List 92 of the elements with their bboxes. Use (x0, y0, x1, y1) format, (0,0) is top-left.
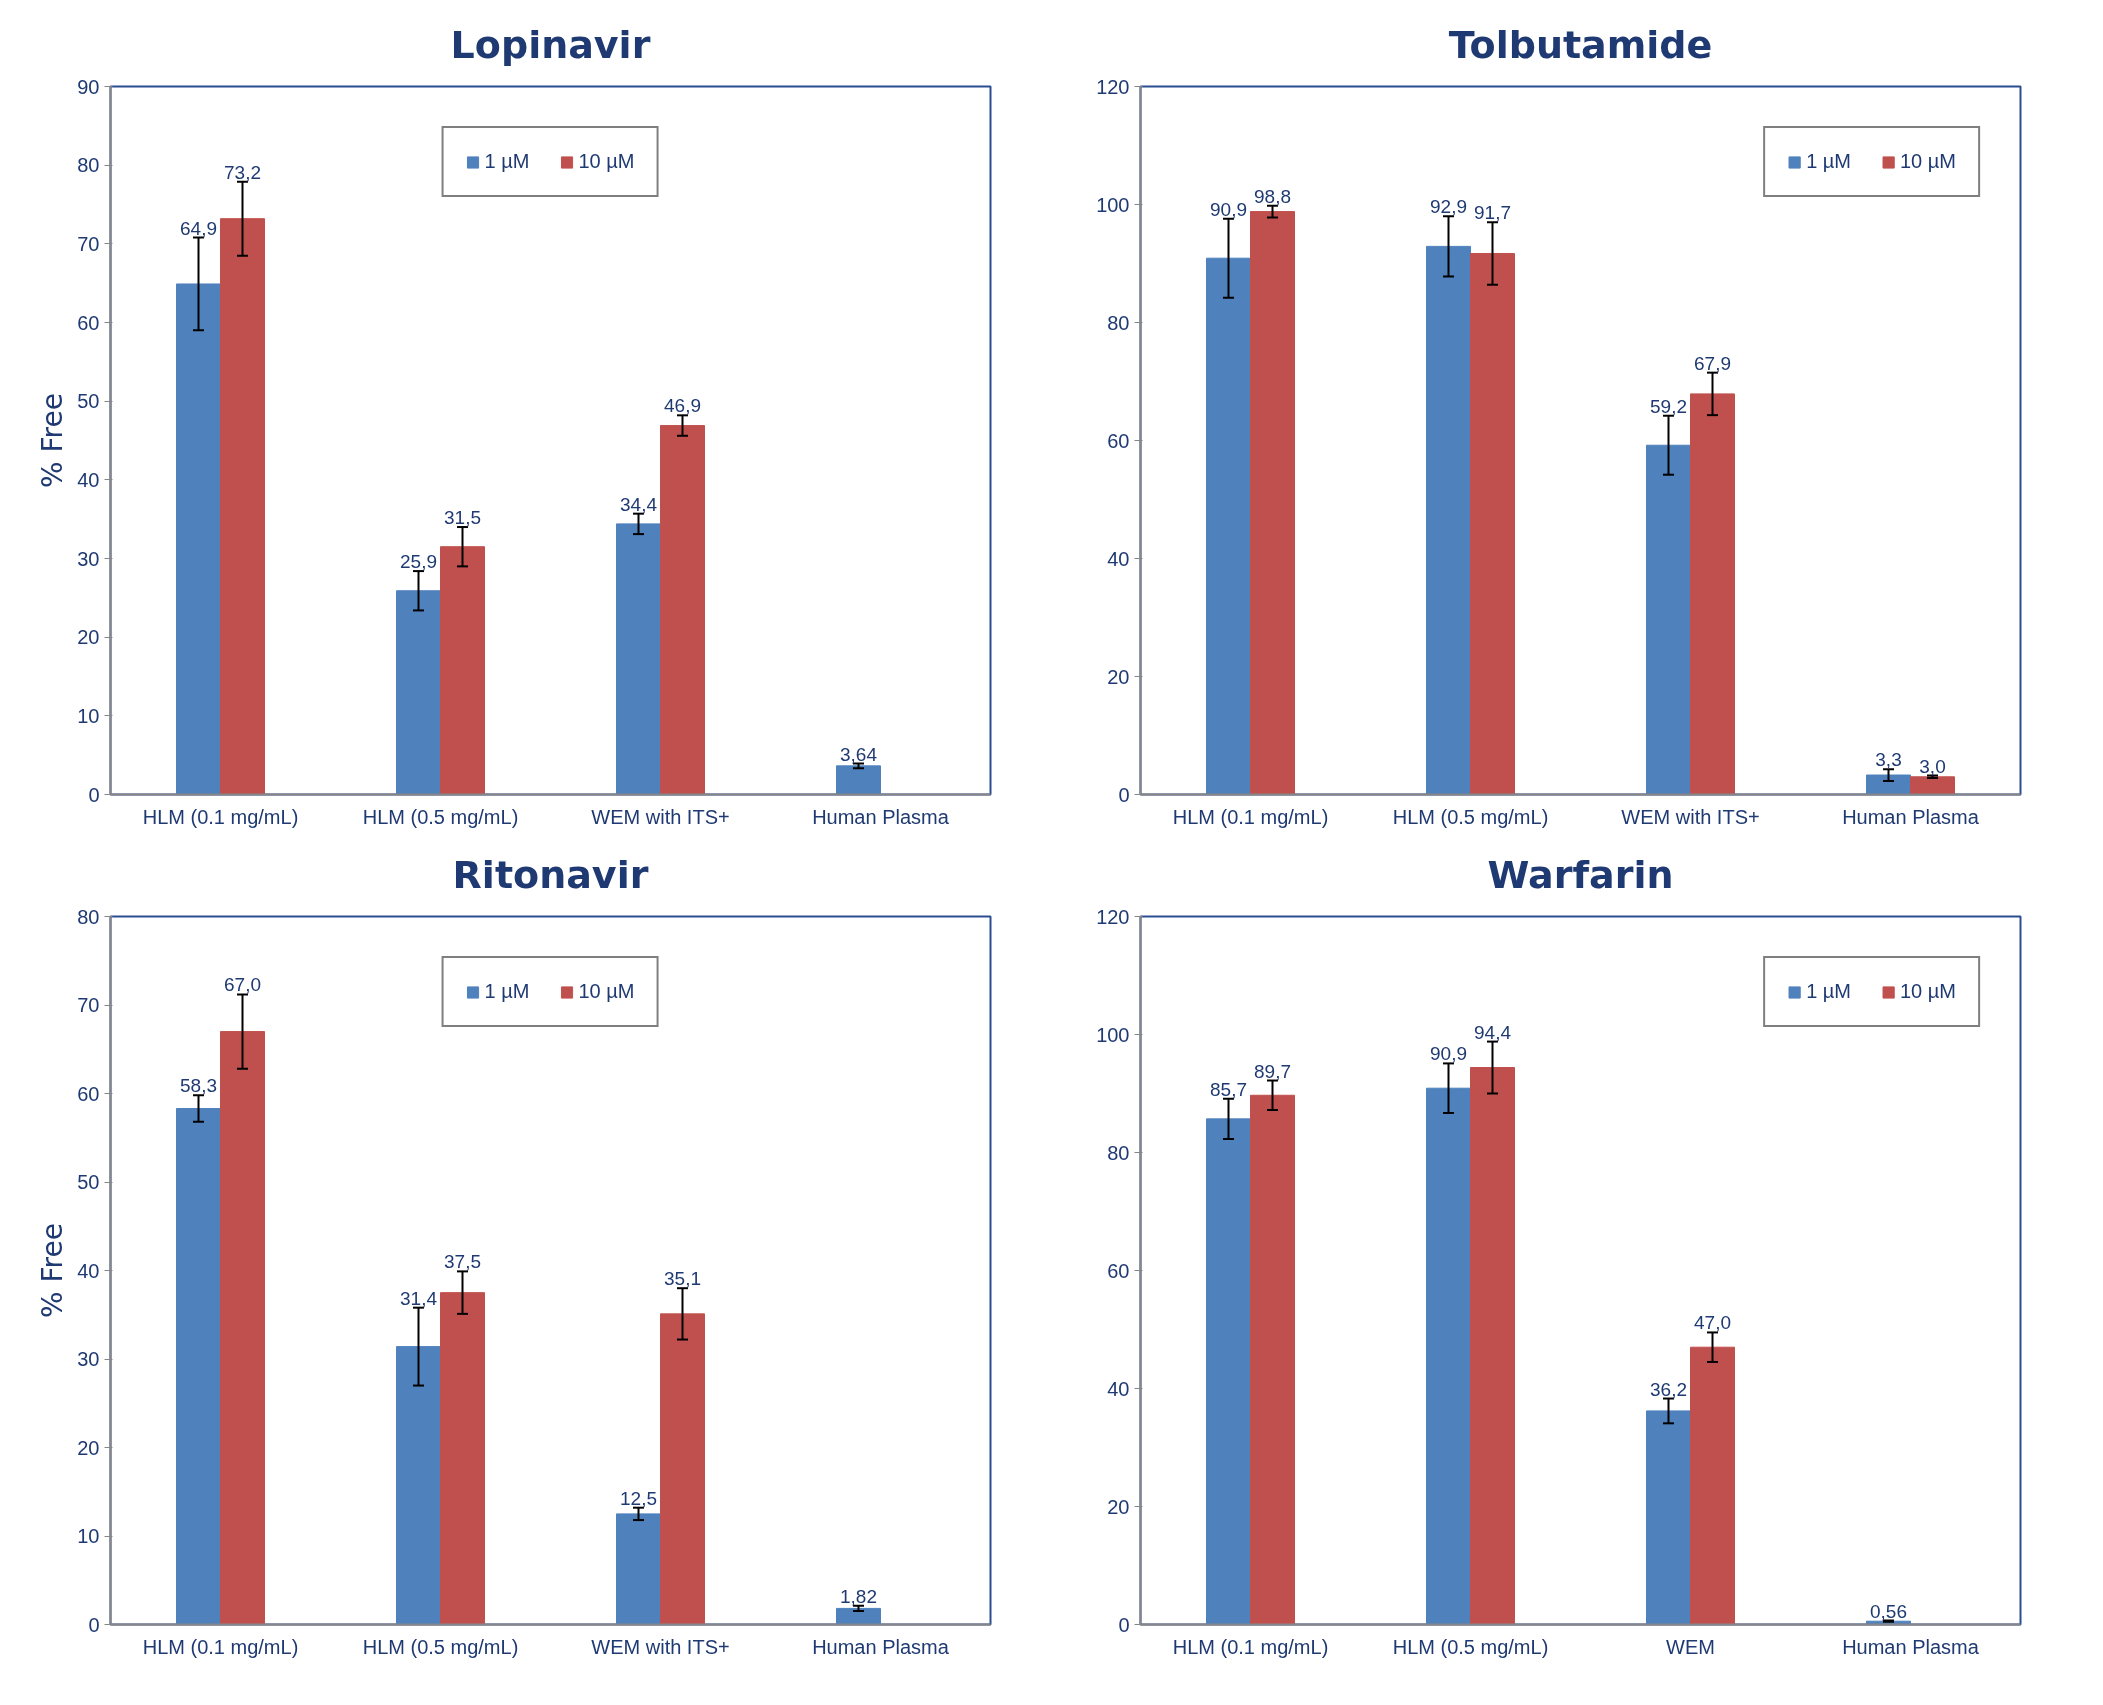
data-label: 25,9 (400, 551, 437, 573)
y-tick-label: 90 (77, 75, 100, 98)
data-label: 67,9 (1694, 352, 1731, 374)
y-tick-label: 80 (77, 905, 100, 928)
y-tick-label: 0 (1118, 1613, 1130, 1636)
data-label: 67,0 (224, 974, 261, 996)
legend-label: 10 µM (1900, 150, 1956, 173)
y-tick-label: 40 (1107, 1377, 1130, 1400)
x-tick-label: WEM (1666, 1635, 1715, 1658)
data-label: 12,5 (620, 1487, 657, 1509)
x-tick-label: HLM (0.1 mg/mL) (142, 805, 299, 828)
x-tick-label: WEM with ITS+ (1621, 805, 1760, 828)
y-tick-label: 0 (88, 1613, 100, 1636)
x-tick-label: Human Plasma (812, 1635, 950, 1658)
y-tick-label: 100 (1096, 193, 1130, 216)
legend-label: 1 µM (1806, 980, 1851, 1003)
y-axis-title: % Free (36, 1223, 70, 1318)
data-label: 73,2 (224, 161, 261, 183)
data-label: 90,9 (1430, 1043, 1467, 1065)
y-tick-label: 40 (77, 1259, 100, 1282)
y-tick-label: 80 (1107, 1141, 1130, 1164)
x-tick-label: Human Plasma (812, 805, 950, 828)
y-tick-label: 40 (1107, 547, 1130, 570)
y-tick-label: 60 (77, 311, 100, 334)
data-label: 37,5 (444, 1251, 481, 1273)
y-tick-label: 100 (1096, 1023, 1130, 1046)
legend-label: 1 µM (1806, 150, 1851, 173)
data-label: 59,2 (1650, 395, 1687, 417)
chart-title: Lopinavir (450, 22, 651, 67)
data-label: 34,4 (620, 493, 658, 515)
data-label: 58,3 (180, 1075, 217, 1097)
y-tick-label: 120 (1096, 75, 1130, 98)
x-tick-label: HLM (0.5 mg/mL) (362, 805, 519, 828)
data-label: 3,0 (1919, 755, 1946, 777)
legend-label: 10 µM (1900, 980, 1956, 1003)
x-tick-label: WEM with ITS+ (591, 1635, 730, 1658)
y-tick-label: 0 (88, 783, 100, 806)
y-tick-label: 60 (77, 1082, 100, 1105)
data-label: 92,9 (1430, 196, 1467, 218)
x-tick-label: HLM (0.1 mg/mL) (1172, 1635, 1329, 1658)
y-tick-label: 70 (77, 994, 100, 1016)
y-tick-label: 0 (1118, 783, 1130, 806)
data-label: 91,7 (1474, 202, 1511, 224)
x-tick-label: HLM (0.5 mg/mL) (1392, 1635, 1549, 1658)
y-tick-label: 120 (1096, 905, 1130, 928)
legend-label: 10 µM (578, 150, 635, 173)
data-label: 0,56 (1870, 1600, 1907, 1622)
y-tick-label: 50 (77, 390, 100, 413)
data-label: 31,5 (444, 507, 481, 529)
y-tick-label: 30 (77, 1348, 100, 1370)
y-tick-label: 50 (77, 1171, 100, 1193)
chart-title: Warfarin (1487, 852, 1674, 897)
legend-label: 10 µM (578, 980, 635, 1003)
x-tick-label: HLM (0.1 mg/mL) (1172, 805, 1329, 828)
y-tick-label: 30 (77, 547, 100, 570)
y-tick-label: 20 (77, 1436, 100, 1459)
y-tick-label: 20 (1107, 665, 1130, 688)
x-tick-label: HLM (0.5 mg/mL) (362, 1635, 519, 1658)
data-label: 89,7 (1254, 1060, 1291, 1082)
chart-title: Ritonavir (452, 852, 649, 897)
y-tick-label: 60 (1107, 429, 1130, 452)
data-label: 1,82 (840, 1585, 877, 1607)
y-tick-label: 10 (77, 704, 100, 727)
data-label: 98,8 (1254, 185, 1291, 207)
data-label: 90,9 (1210, 198, 1247, 220)
y-axis-title: % Free (36, 393, 70, 488)
y-tick-label: 20 (1107, 1495, 1130, 1518)
y-tick-label: 40 (77, 468, 100, 491)
x-tick-label: HLM (0.5 mg/mL) (1392, 805, 1549, 828)
data-label: 35,1 (664, 1268, 701, 1290)
y-tick-label: 10 (77, 1525, 100, 1547)
data-label: 31,4 (400, 1287, 438, 1309)
chart-title: Tolbutamide (1448, 22, 1713, 67)
y-tick-label: 70 (77, 232, 100, 255)
data-label: 94,4 (1474, 1021, 1512, 1043)
y-tick-label: 60 (1107, 1259, 1130, 1282)
x-tick-label: Human Plasma (1842, 1635, 1980, 1658)
x-tick-label: HLM (0.1 mg/mL) (142, 1635, 299, 1658)
data-label: 47,0 (1694, 1312, 1731, 1334)
y-tick-label: 80 (1107, 311, 1130, 334)
x-tick-label: WEM with ITS+ (591, 805, 730, 828)
data-label: 85,7 (1210, 1078, 1247, 1100)
data-label: 36,2 (1650, 1378, 1687, 1400)
y-tick-label: 20 (77, 626, 100, 649)
legend-label: 1 µM (484, 150, 530, 173)
y-tick-label: 80 (77, 154, 100, 177)
data-label: 3,64 (840, 743, 878, 765)
x-tick-label: Human Plasma (1842, 805, 1980, 828)
data-label: 46,9 (664, 395, 701, 417)
data-label: 3,3 (1875, 749, 1902, 771)
data-label: 64,9 (180, 217, 217, 239)
legend-label: 1 µM (484, 980, 530, 1003)
